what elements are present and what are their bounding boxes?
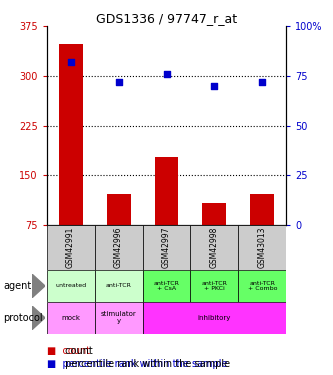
Text: anti-TCR
+ PKCi: anti-TCR + PKCi <box>201 280 227 291</box>
Text: anti-TCR: anti-TCR <box>106 284 132 288</box>
Text: anti-TCR
+ CsA: anti-TCR + CsA <box>154 280 179 291</box>
Text: GSM43013: GSM43013 <box>258 227 267 268</box>
Point <box>116 79 121 85</box>
Bar <box>250 194 274 225</box>
Bar <box>107 194 131 225</box>
Bar <box>59 44 83 225</box>
Point <box>260 79 265 85</box>
Text: count: count <box>62 346 92 355</box>
Bar <box>95 270 143 302</box>
Polygon shape <box>32 274 45 298</box>
Bar <box>143 302 286 334</box>
Bar <box>238 270 286 302</box>
Point <box>68 59 73 65</box>
Text: anti-TCR
+ Combo: anti-TCR + Combo <box>248 280 277 291</box>
Bar <box>95 302 143 334</box>
Text: percentile rank within the sample: percentile rank within the sample <box>62 359 230 369</box>
Point <box>212 83 217 89</box>
Text: untreated: untreated <box>55 284 86 288</box>
Bar <box>190 225 238 270</box>
Polygon shape <box>32 306 45 330</box>
Bar <box>202 203 226 225</box>
Bar <box>95 225 143 270</box>
Text: GSM42998: GSM42998 <box>210 227 219 268</box>
Bar <box>47 225 95 270</box>
Text: stimulator
y: stimulator y <box>101 311 137 324</box>
Bar <box>47 302 95 334</box>
Text: inhibitory: inhibitory <box>198 315 231 321</box>
Text: ■  percentile rank within the sample: ■ percentile rank within the sample <box>47 359 227 369</box>
Bar <box>190 270 238 302</box>
Bar <box>47 270 95 302</box>
Point <box>164 71 169 77</box>
Bar <box>238 225 286 270</box>
Text: mock: mock <box>61 315 80 321</box>
Text: protocol: protocol <box>3 313 43 323</box>
Text: GSM42997: GSM42997 <box>162 227 171 268</box>
Bar <box>143 225 190 270</box>
Title: GDS1336 / 97747_r_at: GDS1336 / 97747_r_at <box>96 12 237 25</box>
Text: GSM42996: GSM42996 <box>114 227 123 268</box>
Text: agent: agent <box>3 281 32 291</box>
Bar <box>143 270 190 302</box>
Text: ■  count: ■ count <box>47 346 90 355</box>
Text: GSM42991: GSM42991 <box>66 227 75 268</box>
Bar <box>155 157 178 225</box>
